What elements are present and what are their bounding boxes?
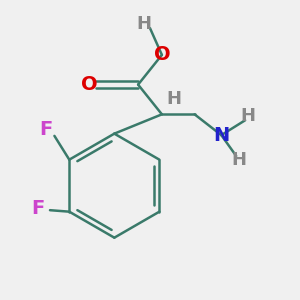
Text: H: H — [136, 15, 152, 33]
Text: H: H — [232, 152, 247, 169]
Text: F: F — [32, 199, 45, 218]
Text: O: O — [154, 45, 170, 64]
Text: N: N — [213, 126, 230, 145]
Text: F: F — [39, 120, 52, 140]
Text: O: O — [81, 75, 98, 94]
Text: H: H — [166, 91, 181, 109]
Text: H: H — [241, 107, 256, 125]
